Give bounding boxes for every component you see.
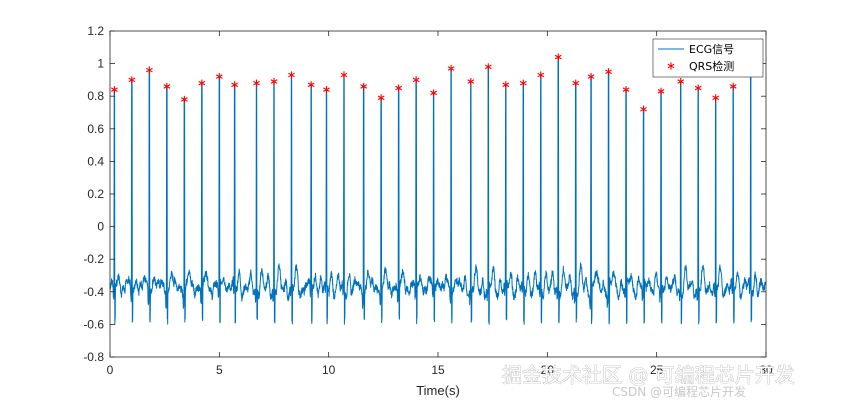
qrs-marker-series <box>110 53 755 113</box>
watermark-main: 掘金技术社区 @ 可编程芯片开发 <box>502 363 795 387</box>
qrs-marker <box>198 79 206 87</box>
legend-label-ecg: ECG信号 <box>689 43 734 56</box>
qrs-marker <box>128 76 136 84</box>
qrs-marker <box>323 86 330 94</box>
qrs-marker <box>640 105 647 113</box>
axis-ticks: 0 5 10 15 20 25 30 -0.8 -0.6 -0.4 -0.2 0 0.2 0.4 0.6 0.… <box>83 24 773 377</box>
qrs-marker <box>447 64 455 73</box>
qrs-marker <box>215 73 223 81</box>
y-tick-label: -0.8 <box>83 350 104 364</box>
qrs-marker <box>537 71 545 79</box>
legend-label-qrs: QRS检测 <box>689 59 734 73</box>
legend: ECG信号 QRS检测 <box>652 38 764 78</box>
qrs-marker <box>677 77 685 86</box>
qrs-marker <box>307 81 315 89</box>
y-tick-label: 0.4 <box>87 154 104 168</box>
y-tick-label: -0.6 <box>83 317 104 331</box>
qrs-marker <box>110 86 118 94</box>
qrs-marker <box>430 89 438 97</box>
qrs-marker <box>360 82 368 91</box>
legend-box <box>652 38 764 78</box>
qrs-marker <box>519 79 527 87</box>
qrs-marker <box>587 73 595 81</box>
qrs-marker <box>467 77 475 86</box>
y-tick-label: 0.2 <box>87 187 104 201</box>
qrs-marker <box>253 79 260 87</box>
qrs-marker <box>163 82 171 91</box>
qrs-marker <box>231 81 239 89</box>
qrs-marker <box>412 76 420 84</box>
y-tick-label: 1.2 <box>87 24 104 38</box>
plot-area <box>110 31 766 357</box>
x-tick-label: 30 <box>759 363 773 377</box>
qrs-marker <box>145 66 153 74</box>
x-tick-label: 5 <box>216 363 223 377</box>
x-tick-label: 25 <box>650 363 664 377</box>
qrs-marker <box>554 53 562 61</box>
watermark-sub: CSDN @可编程芯片开发 <box>612 384 746 399</box>
y-tick-label: 1 <box>97 57 104 71</box>
x-tick-label: 15 <box>431 363 445 377</box>
qrs-marker <box>502 81 510 89</box>
x-tick-label: 10 <box>322 363 336 377</box>
legend-marker-star <box>667 62 675 70</box>
qrs-marker <box>694 84 702 92</box>
qrs-marker <box>657 87 665 95</box>
y-tick-label: 0.6 <box>87 122 104 136</box>
qrs-marker <box>377 94 385 102</box>
legend-marker-qrs <box>667 62 675 70</box>
qrs-marker <box>605 68 612 76</box>
y-tick-label: 0 <box>97 220 104 234</box>
qrs-marker <box>340 71 348 79</box>
x-axis-label: Time(s) <box>416 383 460 398</box>
qrs-marker <box>729 82 737 91</box>
y-tick-label: -0.4 <box>83 285 104 299</box>
x-tick-label: 20 <box>541 363 555 377</box>
y-tick-label: -0.2 <box>83 252 104 266</box>
x-tick-label: 0 <box>107 363 114 377</box>
qrs-marker <box>622 86 630 94</box>
qrs-marker <box>484 63 492 71</box>
qrs-marker <box>180 95 188 104</box>
qrs-marker <box>288 71 295 79</box>
qrs-marker <box>270 77 278 86</box>
qrs-marker <box>395 84 403 92</box>
qrs-marker <box>712 94 720 102</box>
y-tick-label: 0.8 <box>87 89 104 103</box>
qrs-marker <box>572 79 580 87</box>
